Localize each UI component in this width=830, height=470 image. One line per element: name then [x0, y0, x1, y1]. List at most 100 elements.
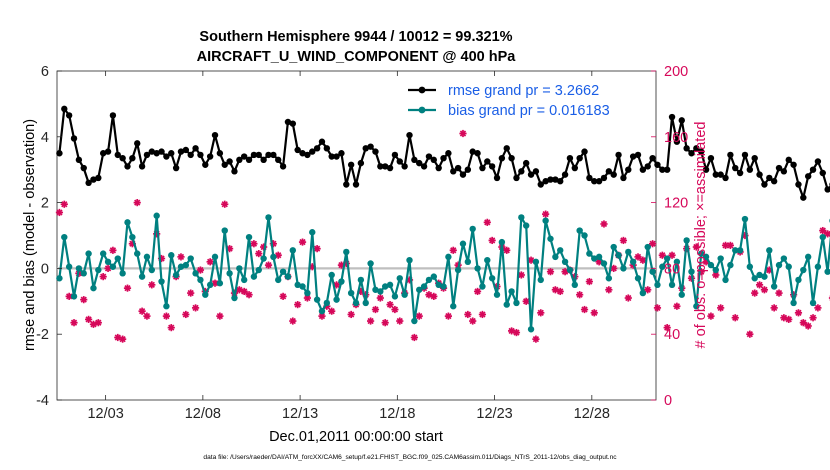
obs-count-stroke: [124, 284, 131, 292]
rmse-point: [226, 158, 233, 165]
rmse-point: [352, 181, 360, 188]
rmse-point: [450, 168, 457, 175]
bias-point: [299, 283, 306, 290]
bias-point: [284, 273, 292, 280]
series-lines: [56, 105, 830, 333]
right-tick-label: 200: [664, 64, 688, 80]
bias-point: [469, 225, 476, 233]
bias-point: [279, 268, 287, 275]
bias-point: [187, 255, 194, 262]
obs-count-point: [162, 312, 170, 320]
rmse-point: [420, 163, 428, 170]
rmse-point: [625, 166, 632, 173]
obs-count-stroke: [425, 291, 433, 298]
rmse-point: [362, 145, 369, 152]
obs-count-stroke: [732, 314, 739, 321]
bias-point: [114, 255, 121, 262]
rmse-point: [804, 173, 812, 180]
y-axis-label-right: # of obs: o=possible; ×=assimilated: [693, 122, 709, 349]
obs-count-point: [216, 312, 224, 320]
rmse-point: [634, 151, 642, 159]
obs-count-point: [85, 315, 93, 323]
rmse-point: [333, 153, 340, 160]
left-tick-label: 2: [41, 196, 49, 212]
rmse-point: [279, 163, 287, 170]
rmse-point: [265, 151, 272, 159]
bias-point: [795, 276, 802, 284]
obs-count-stroke: [192, 304, 199, 312]
rmse-point: [469, 148, 476, 155]
obs-count-point: [663, 324, 671, 332]
bias-point: [318, 307, 326, 315]
rmse-point: [172, 164, 180, 172]
bias-point: [192, 270, 199, 277]
bias-point: [498, 238, 506, 246]
obs-count-stroke: [207, 258, 214, 265]
bias-point: [221, 227, 228, 234]
bias-point: [790, 299, 797, 307]
bias-point: [561, 258, 569, 266]
obs-count-stroke: [479, 311, 486, 318]
rmse-point: [522, 159, 530, 167]
right-tick-label: 0: [664, 393, 672, 409]
rmse-point: [814, 158, 822, 165]
obs-count-stroke: [634, 253, 642, 261]
rmse-point: [372, 148, 379, 155]
obs-count-stroke: [805, 322, 812, 330]
obs-count-stroke: [241, 288, 248, 295]
rmse-point: [270, 151, 277, 159]
bias-point: [741, 215, 749, 223]
obs-count-point: [240, 287, 248, 296]
x-tick-label: 12/23: [476, 406, 512, 422]
bias-point: [240, 276, 248, 284]
bias-point: [347, 289, 355, 297]
rmse-point: [401, 163, 408, 170]
rmse-point: [586, 174, 593, 182]
bias-point: [595, 253, 603, 261]
bias-point: [508, 288, 515, 295]
bias-point: [488, 275, 496, 282]
obs-count-stroke: [85, 316, 92, 323]
bias-point: [620, 265, 627, 272]
obs-count-point: [298, 238, 307, 246]
bias-point: [343, 248, 350, 256]
rmse-point: [800, 194, 807, 201]
rmse-point: [702, 166, 710, 173]
obs-count-stroke: [557, 288, 564, 295]
rmse-point: [770, 178, 778, 185]
bias-point: [644, 243, 651, 251]
obs-count-stroke: [80, 296, 87, 303]
obs-count-point: [483, 218, 491, 226]
obs-count-stroke: [299, 238, 306, 246]
rmse-point: [377, 163, 384, 170]
obs-count-point: [580, 305, 589, 314]
obs-count-point: [366, 317, 375, 325]
obs-count-point: [619, 236, 628, 245]
obs-count-stroke: [824, 230, 830, 238]
obs-count-point: [717, 304, 725, 312]
obs-count-stroke: [469, 317, 476, 325]
obs-count-point: [478, 310, 487, 319]
obs-count-point: [755, 281, 764, 289]
rmse-point: [571, 164, 579, 172]
rmse-point: [187, 151, 194, 159]
rmse-point: [284, 118, 292, 126]
bias-point: [357, 276, 365, 284]
bias-point: [211, 253, 219, 261]
obs-count-stroke: [513, 329, 520, 336]
obs-count-stroke: [654, 304, 661, 312]
obs-count-stroke: [547, 268, 554, 275]
legend-bias-label: bias grand pr = 0.016183: [448, 103, 610, 119]
bias-point: [372, 286, 379, 293]
rmse-point: [766, 174, 773, 182]
obs-count-stroke: [119, 335, 126, 343]
rmse-point: [289, 120, 297, 127]
obs-count-stroke: [464, 311, 471, 318]
obs-count-point: [347, 310, 355, 319]
left-tick-label: 0: [41, 261, 49, 277]
rmse-point: [221, 161, 228, 168]
bias-point: [435, 281, 442, 289]
rmse-point: [182, 146, 190, 154]
obs-count-point: [794, 309, 803, 317]
